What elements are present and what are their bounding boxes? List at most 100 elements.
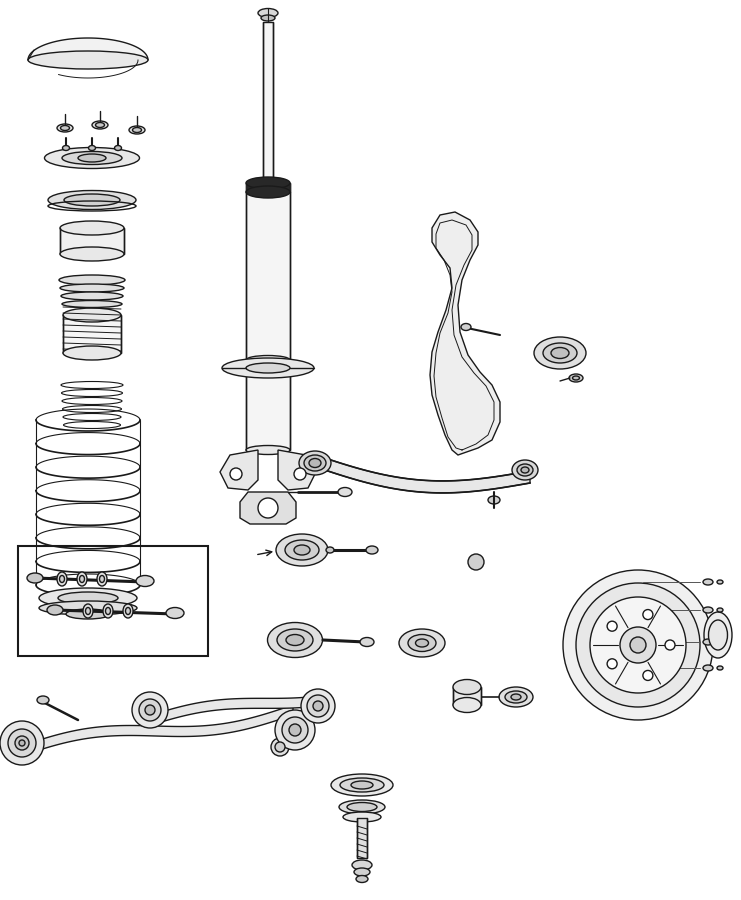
- Ellipse shape: [115, 146, 122, 150]
- Ellipse shape: [96, 122, 104, 128]
- Ellipse shape: [125, 608, 130, 615]
- Ellipse shape: [63, 346, 121, 360]
- Ellipse shape: [399, 629, 445, 657]
- Ellipse shape: [703, 579, 713, 585]
- Circle shape: [145, 705, 155, 715]
- Ellipse shape: [717, 608, 723, 612]
- Ellipse shape: [103, 604, 113, 618]
- Ellipse shape: [294, 545, 310, 555]
- Ellipse shape: [488, 496, 500, 504]
- Ellipse shape: [366, 546, 378, 554]
- Ellipse shape: [276, 534, 328, 566]
- Polygon shape: [278, 450, 316, 490]
- Ellipse shape: [340, 778, 384, 792]
- Ellipse shape: [356, 876, 368, 883]
- Ellipse shape: [105, 608, 110, 615]
- Ellipse shape: [534, 337, 586, 369]
- Ellipse shape: [461, 323, 471, 330]
- Ellipse shape: [268, 623, 322, 658]
- Ellipse shape: [57, 572, 67, 586]
- Ellipse shape: [246, 363, 290, 373]
- Polygon shape: [357, 818, 367, 858]
- Polygon shape: [246, 192, 290, 360]
- Polygon shape: [220, 450, 258, 490]
- Ellipse shape: [258, 8, 278, 17]
- Ellipse shape: [136, 575, 154, 587]
- Circle shape: [643, 670, 653, 680]
- Ellipse shape: [59, 575, 64, 582]
- Ellipse shape: [166, 608, 184, 618]
- Circle shape: [258, 498, 278, 518]
- Polygon shape: [263, 22, 273, 185]
- Ellipse shape: [569, 374, 583, 382]
- Ellipse shape: [246, 186, 290, 198]
- Ellipse shape: [60, 247, 124, 261]
- Ellipse shape: [61, 292, 123, 300]
- Ellipse shape: [57, 124, 73, 132]
- Ellipse shape: [77, 572, 87, 586]
- Ellipse shape: [347, 803, 377, 812]
- Ellipse shape: [39, 588, 137, 608]
- Circle shape: [468, 554, 484, 570]
- Ellipse shape: [453, 680, 481, 695]
- Ellipse shape: [304, 455, 326, 471]
- Ellipse shape: [222, 358, 314, 378]
- Ellipse shape: [505, 691, 527, 703]
- Circle shape: [275, 710, 315, 750]
- Ellipse shape: [543, 343, 577, 363]
- Circle shape: [607, 621, 617, 631]
- Circle shape: [607, 659, 617, 669]
- Ellipse shape: [63, 308, 121, 322]
- Circle shape: [132, 692, 168, 728]
- Ellipse shape: [246, 356, 290, 364]
- Ellipse shape: [331, 774, 393, 796]
- Circle shape: [576, 583, 700, 707]
- Bar: [18, 546, 208, 656]
- Ellipse shape: [416, 639, 428, 647]
- Ellipse shape: [133, 128, 142, 132]
- Circle shape: [230, 468, 242, 480]
- Polygon shape: [240, 492, 296, 524]
- Ellipse shape: [60, 284, 124, 292]
- Ellipse shape: [88, 146, 96, 150]
- Ellipse shape: [339, 800, 385, 814]
- Circle shape: [665, 640, 675, 650]
- Ellipse shape: [326, 547, 334, 553]
- Circle shape: [630, 637, 646, 653]
- Polygon shape: [246, 360, 290, 450]
- Ellipse shape: [717, 666, 723, 670]
- Ellipse shape: [246, 446, 290, 454]
- Ellipse shape: [129, 126, 145, 134]
- Ellipse shape: [286, 634, 304, 645]
- Polygon shape: [453, 687, 481, 705]
- Ellipse shape: [62, 301, 122, 308]
- Ellipse shape: [703, 665, 713, 671]
- Circle shape: [289, 724, 301, 736]
- Circle shape: [313, 701, 323, 711]
- Ellipse shape: [61, 125, 70, 130]
- Circle shape: [275, 742, 285, 752]
- Ellipse shape: [511, 694, 521, 700]
- Polygon shape: [60, 228, 124, 254]
- Ellipse shape: [97, 572, 107, 586]
- Circle shape: [301, 689, 335, 723]
- Circle shape: [8, 729, 36, 757]
- Ellipse shape: [48, 191, 136, 210]
- Ellipse shape: [28, 51, 148, 69]
- Circle shape: [15, 736, 29, 750]
- Ellipse shape: [717, 580, 723, 584]
- Circle shape: [294, 468, 306, 480]
- Polygon shape: [430, 212, 500, 455]
- Ellipse shape: [58, 592, 118, 604]
- Ellipse shape: [309, 458, 321, 467]
- Ellipse shape: [62, 146, 70, 150]
- Ellipse shape: [285, 540, 319, 560]
- Ellipse shape: [551, 347, 569, 358]
- Ellipse shape: [299, 451, 331, 475]
- Ellipse shape: [703, 607, 713, 613]
- Circle shape: [0, 721, 44, 765]
- Ellipse shape: [60, 221, 124, 235]
- Ellipse shape: [261, 15, 275, 21]
- Ellipse shape: [408, 634, 436, 652]
- Ellipse shape: [499, 687, 533, 707]
